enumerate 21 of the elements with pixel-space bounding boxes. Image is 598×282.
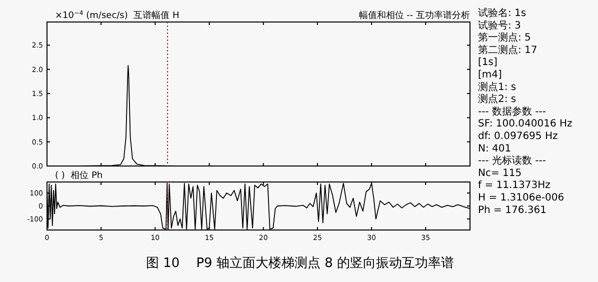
text: [m4] (478, 70, 502, 80)
text: 试验号: 3 (478, 19, 521, 32)
text: df: 0.097695 Hz (478, 131, 558, 142)
text: [1s] (478, 57, 498, 68)
text: 试验名: 1s (478, 7, 526, 19)
y-axis-title: ( ) 相位 Ph (55, 170, 103, 181)
text: f = 11.1373Hz (478, 180, 550, 192)
text: N: 401 (478, 143, 512, 154)
text: --- 光标读数 --- (478, 154, 546, 167)
text: 第一测点: 5 (478, 32, 531, 44)
text: 第二测点: 17 (478, 44, 538, 56)
text: --- 数据参数 --- (478, 105, 546, 118)
y-axis-title: ×10$^{−4}$ (m/sec/s) 互谱幅值 H (55, 10, 180, 21)
text: SF: 100.040016 Hz (478, 118, 572, 130)
text: 测点1: s (478, 80, 516, 93)
text: Nc= 115 (478, 168, 522, 179)
text: Ph = 176.361 (478, 204, 546, 216)
text: 测点2: s (478, 93, 516, 106)
chart-title: 幅值和相位 -- 互功率谱分析 (358, 10, 470, 21)
caption: 图 10 P9 轴立面大楼梯测点 8 的竖向振动互功率谱 (146, 255, 454, 271)
text: H = 1.3106e-006 (478, 192, 564, 204)
